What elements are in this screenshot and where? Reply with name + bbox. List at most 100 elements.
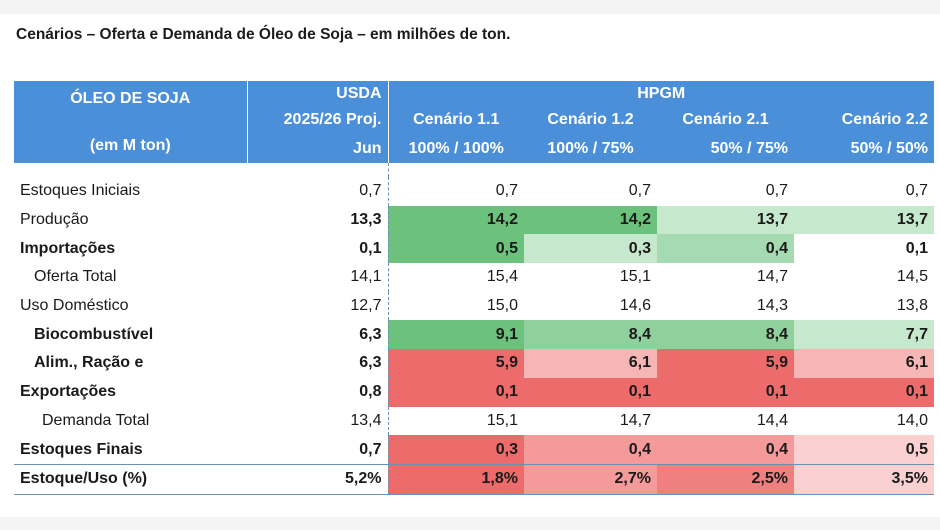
- header-scenario-name: Cenário 2.2: [794, 106, 934, 134]
- supply-demand-table: ÓLEO DE SOJA (em M ton) USDA HPGM 2025/2…: [14, 81, 934, 495]
- scenario-value: 6,1: [524, 349, 657, 378]
- row-label: Biocombustível: [34, 325, 154, 343]
- table-row: Uso Doméstico 12,7 15,0 14,6 14,3 13,8: [14, 291, 934, 321]
- scenario-value: 5,9: [388, 349, 524, 378]
- header-commodity: ÓLEO DE SOJA: [70, 90, 191, 107]
- scenario-value: 13,7: [657, 205, 794, 235]
- table-row: Demanda Total 13,4 15,1 14,7 14,4 14,0: [14, 406, 934, 436]
- scenario-value: 0,1: [524, 377, 657, 407]
- scenario-value: 0,5: [388, 234, 524, 264]
- header-unit: (em M ton): [89, 137, 171, 154]
- table-row: Biocombustível 6,3 9,1 8,4 8,4 7,7: [14, 320, 934, 350]
- spacer-cell: [14, 163, 247, 177]
- page-title: Cenários – Oferta e Demanda de Óleo de S…: [16, 26, 511, 43]
- row-label: Produção: [20, 211, 89, 229]
- scenario-value: 0,7: [905, 182, 928, 200]
- header-scenario-mix: 100% / 75%: [524, 134, 657, 163]
- spacer-cell: [524, 163, 657, 177]
- header-scenario-mix: 50% / 75%: [657, 134, 794, 163]
- scenario-value: 0,1: [388, 377, 524, 407]
- table-row: Importações 0,1 0,5 0,3 0,4 0,1: [14, 234, 934, 264]
- header-usda-projection: 2025/26 Proj.: [247, 106, 389, 134]
- scenario-value: 13,7: [794, 205, 934, 235]
- table-body: Estoques Iniciais 0,7 0,7 0,7 0,7 0,7 Produção…: [14, 163, 934, 495]
- table-row: Estoques Iniciais 0,7 0,7 0,7 0,7 0,7: [14, 177, 934, 206]
- scenario-value: 2,5%: [657, 463, 794, 495]
- header-label-cell: ÓLEO DE SOJA (em M ton): [14, 81, 248, 163]
- row-label: Importações: [20, 239, 116, 257]
- header-scenario-name: Cenário 1.1: [388, 106, 524, 134]
- header-usda-month: Jun: [247, 134, 389, 163]
- table-row: Estoque/Uso (%) 5,2% 1,8% 2,7% 2,5% 3,5%: [14, 463, 934, 495]
- row-label: Demanda Total: [42, 411, 150, 429]
- row-label: Exportações: [20, 383, 117, 401]
- scenario-value: 15,1: [486, 411, 518, 429]
- scenario-value: 15,1: [619, 268, 651, 286]
- usda-value: 0,8: [247, 377, 389, 407]
- usda-value: 5,2%: [247, 463, 389, 495]
- scenario-value: 14,4: [756, 411, 788, 429]
- header-hpgm: HPGM: [388, 81, 934, 106]
- scenario-value: 0,4: [657, 234, 794, 264]
- row-label: Estoque/Uso (%): [14, 463, 247, 495]
- row-label: Oferta Total: [34, 268, 117, 286]
- scenario-value: 14,6: [619, 297, 651, 315]
- scenario-value: 7,7: [794, 320, 934, 350]
- table-row: Alim., Ração e 6,3 5,9 6,1 5,9 6,1: [14, 349, 934, 378]
- scenario-value: 0,4: [657, 435, 794, 465]
- usda-value: 6,3: [247, 320, 389, 350]
- table-row: Exportações 0,8 0,1 0,1 0,1 0,1: [14, 377, 934, 407]
- scenario-value: 0,3: [524, 234, 657, 264]
- scenario-value: 8,4: [657, 320, 794, 350]
- header-scenario-mix: 50% / 50%: [794, 134, 934, 163]
- scenario-value: 0,5: [794, 435, 934, 465]
- scenario-value: 1,8%: [388, 463, 524, 495]
- row-label: Estoques Iniciais: [20, 182, 141, 200]
- scenario-value: 3,5%: [794, 463, 934, 495]
- header-scenario-mix: 100% / 100%: [388, 134, 524, 163]
- row-label: Estoques Finais: [20, 440, 143, 458]
- usda-value: 0,1: [247, 234, 389, 264]
- scenario-value: 14,0: [896, 411, 928, 429]
- scenario-value: 14,3: [756, 297, 788, 315]
- usda-value: 0,7: [247, 435, 389, 465]
- scenario-value: 14,2: [388, 205, 524, 235]
- usda-value: 13,3: [247, 205, 389, 235]
- scenario-value: 0,4: [524, 435, 657, 465]
- scenario-value: 13,8: [896, 297, 928, 315]
- header-usda: USDA: [247, 81, 389, 106]
- usda-value: 6,3: [247, 349, 389, 378]
- row-label: Uso Doméstico: [20, 297, 129, 315]
- spacer-cell: [794, 163, 934, 177]
- header-scenario-name: Cenário 1.2: [524, 106, 657, 134]
- scenario-value: 14,7: [619, 411, 651, 429]
- table-row: Estoques Finais 0,7 0,3 0,4 0,4 0,5: [14, 435, 934, 465]
- table-row: Produção 13,3 14,2 14,2 13,7 13,7: [14, 205, 934, 235]
- scenario-value: 15,0: [486, 297, 518, 315]
- table-header: ÓLEO DE SOJA (em M ton) USDA HPGM 2025/2…: [14, 81, 934, 163]
- scenario-value: 9,1: [388, 320, 524, 350]
- scenario-value: 0,3: [388, 435, 524, 465]
- usda-value: 0,7: [247, 177, 389, 206]
- header-scenario-name: Cenário 2.1: [657, 106, 794, 134]
- scenario-value: 14,7: [756, 268, 788, 286]
- spacer-cell: [388, 163, 524, 177]
- spacer-row: [14, 163, 934, 177]
- usda-value: 14,1: [247, 263, 389, 292]
- scenario-value: 8,4: [524, 320, 657, 350]
- scenario-value: 15,4: [486, 268, 518, 286]
- scenario-value: 0,1: [905, 239, 928, 257]
- row-label: Alim., Ração e: [34, 354, 144, 372]
- scenario-value: 5,9: [657, 349, 794, 378]
- scenario-value: 6,1: [794, 349, 934, 378]
- usda-value: 13,4: [247, 406, 389, 436]
- scenario-value: 0,7: [765, 182, 788, 200]
- spacer-cell: [657, 163, 794, 177]
- table-row: Oferta Total 14,1 15,4 15,1 14,7 14,5: [14, 263, 934, 292]
- usda-value: 12,7: [247, 291, 389, 321]
- scenario-value: 0,1: [657, 377, 794, 407]
- scenario-value: 0,7: [628, 182, 651, 200]
- scenario-value: 14,5: [896, 268, 928, 286]
- scenario-value: 0,1: [794, 377, 934, 407]
- scenario-value: 0,7: [495, 182, 518, 200]
